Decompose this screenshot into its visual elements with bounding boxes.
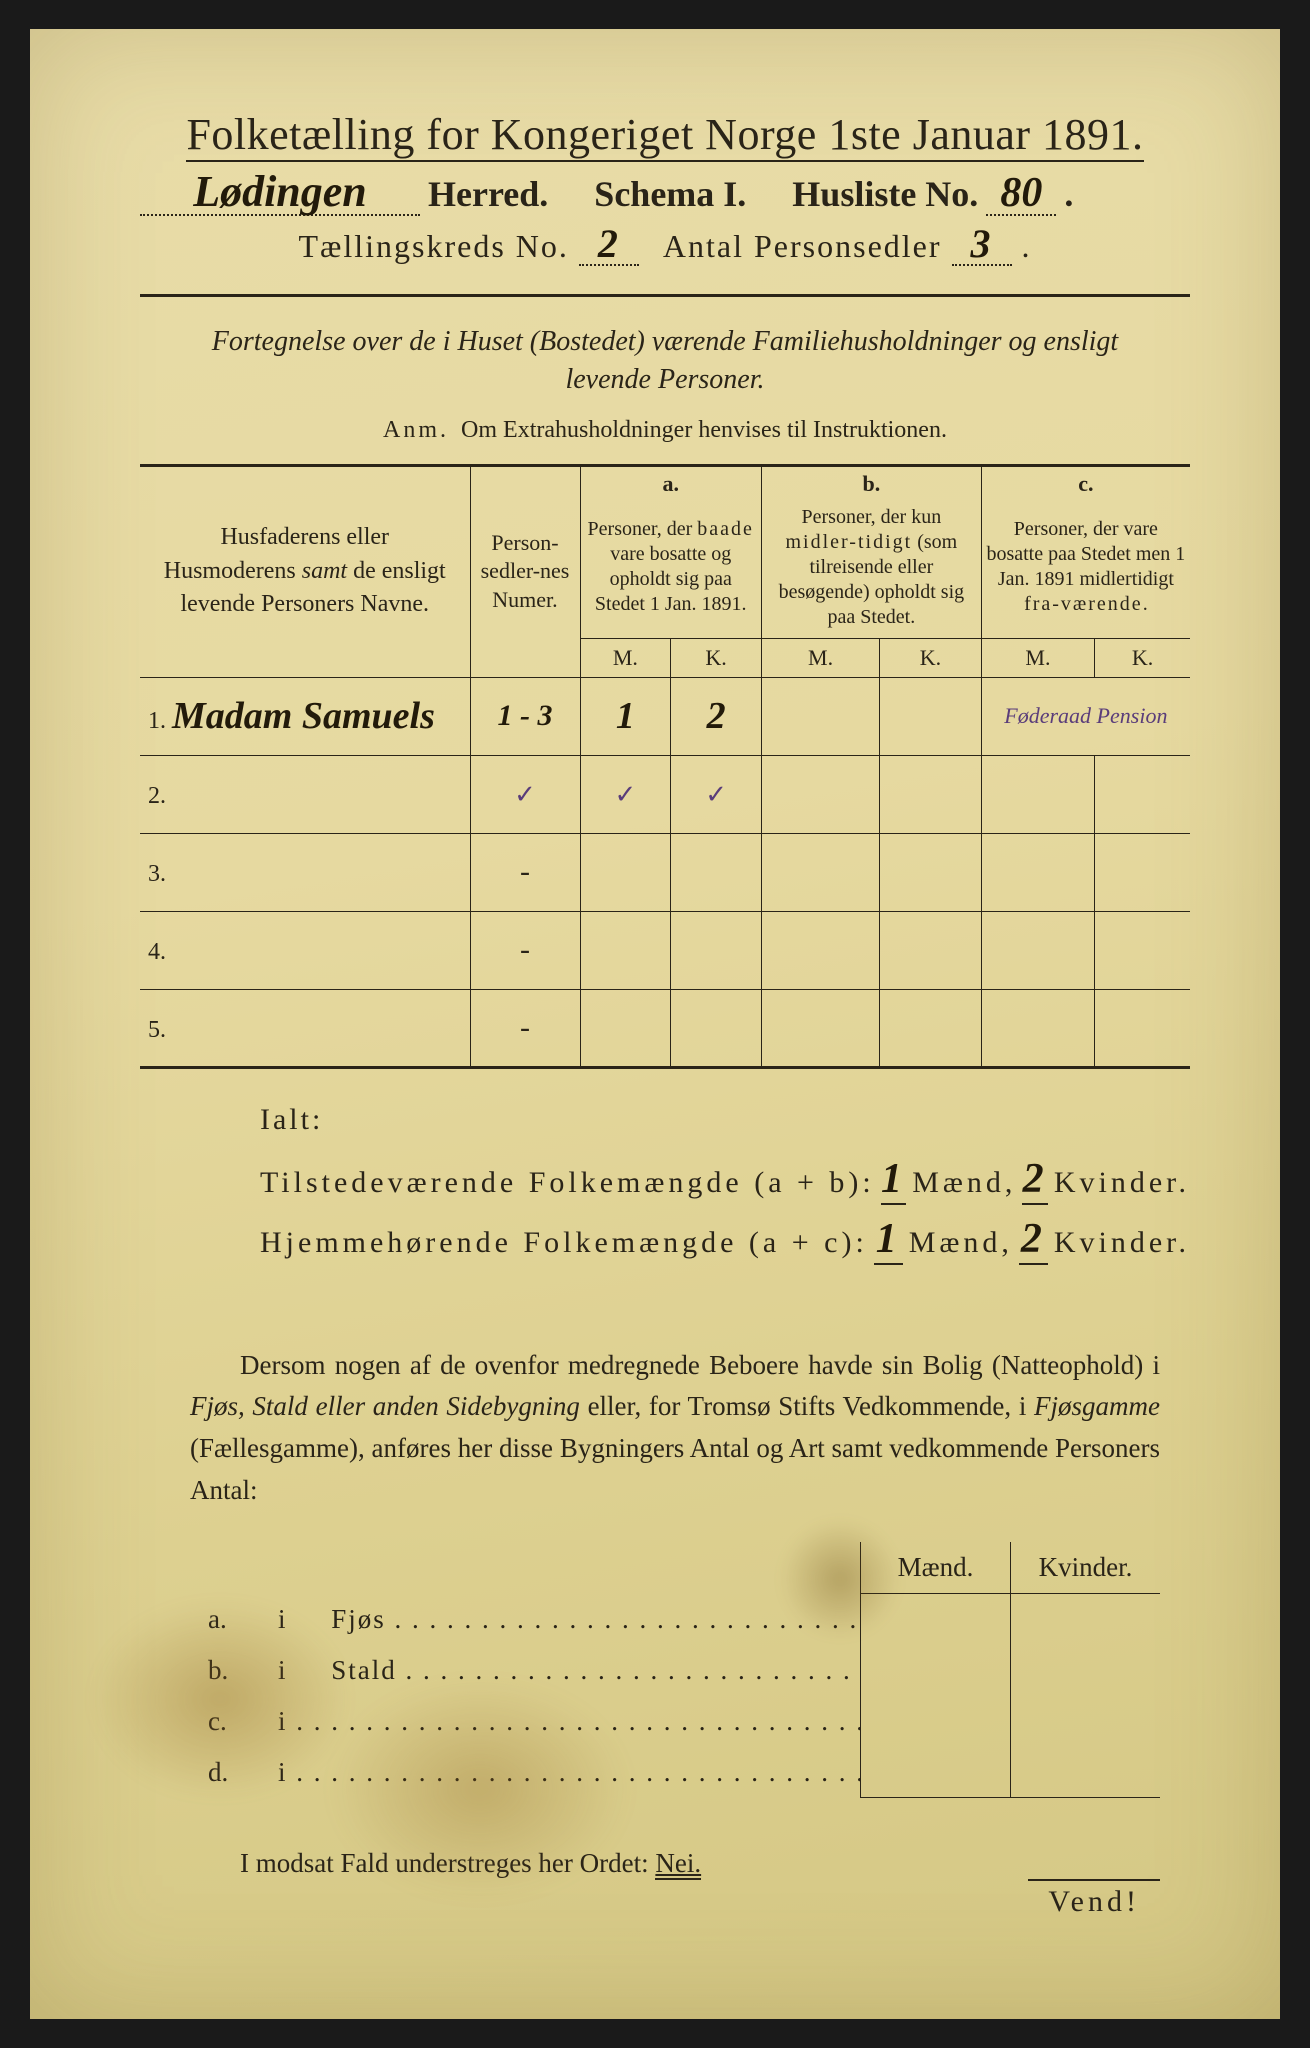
taellingskreds-label: Tællingskreds No. — [298, 228, 568, 264]
vend-label: Vend! — [1028, 1879, 1160, 1919]
table-row: 5. - — [140, 989, 1190, 1067]
nei-word: Nei. — [655, 1848, 701, 1880]
col-kvinder: Kvinder. — [1010, 1542, 1160, 1594]
antal-label: Antal Personsedler — [663, 228, 942, 264]
col-a-label: a. — [580, 465, 761, 501]
col-name-header: Husfaderens eller Husmoderens samt de en… — [140, 465, 470, 677]
anm-note: Anm. Om Extrahusholdninger henvises til … — [140, 417, 1190, 444]
col-a-k: K. — [671, 638, 762, 677]
col-b-label: b. — [761, 465, 981, 501]
hjemme-row: Hjemmehørende Folkemængde (a + c): 1 Mæn… — [260, 1215, 1190, 1265]
husliste-no: 80 — [986, 172, 1056, 216]
col-a-text: Personer, der baade vare bosatte og opho… — [580, 501, 761, 639]
herred-label: Herred. — [428, 173, 548, 215]
taellingskreds-no: 2 — [579, 224, 639, 266]
totals-block: Ialt: Tilstedeværende Folkemængde (a + b… — [260, 1103, 1190, 1265]
table-row: 2. ✓ ✓ ✓ — [140, 755, 1190, 833]
paper-stain — [330, 1679, 630, 1899]
ialt-label: Ialt: — [260, 1103, 1190, 1137]
page-title: Folketælling for Kongeriget Norge 1ste J… — [140, 109, 1190, 160]
dersom-paragraph: Dersom nogen af de ovenfor medregnede Be… — [190, 1345, 1160, 1512]
col-c-text: Personer, der vare bosatte paa Stedet me… — [981, 501, 1190, 639]
header-line-2: Tællingskreds No. 2 Antal Personsedler 3… — [140, 224, 1190, 266]
row1-note: Føderaad Pension — [1004, 703, 1167, 728]
antal-no: 3 — [952, 224, 1012, 266]
table-row: 4. - — [140, 911, 1190, 989]
col-a-m: M. — [580, 638, 671, 677]
divider — [140, 294, 1190, 297]
col-c-m: M. — [981, 638, 1094, 677]
table-row: 1.Madam Samuels 1 - 3 1 2 Føderaad Pensi… — [140, 677, 1190, 755]
col-b-k: K. — [880, 638, 982, 677]
paper-stain — [90, 1599, 350, 1799]
paper-stain — [780, 1519, 900, 1639]
tilstede-row: Tilstedeværende Folkemængde (a + b): 1 M… — [260, 1155, 1190, 1205]
header-line-1: Lødingen Herred. Schema I. Husliste No. … — [140, 170, 1190, 216]
schema-label: Schema I. — [594, 173, 746, 215]
col-b-text: Personer, der kun midler-tidigt (som til… — [761, 501, 981, 639]
husliste-label: Husliste No. — [792, 173, 978, 215]
census-form-page: Folketælling for Kongeriget Norge 1ste J… — [30, 29, 1280, 2019]
col-b-m: M. — [761, 638, 879, 677]
col-c-k: K. — [1095, 638, 1190, 677]
census-table: Husfaderens eller Husmoderens samt de en… — [140, 464, 1190, 1069]
col-numer-header: Person-sedler-nes Numer. — [470, 465, 580, 677]
table-row: 3. - — [140, 833, 1190, 911]
row1-name: Madam Samuels — [172, 695, 435, 737]
col-c-label: c. — [981, 465, 1190, 501]
form-subtitle: Fortegnelse over de i Huset (Bostedet) v… — [180, 323, 1150, 399]
herred-handwritten: Lødingen — [140, 170, 420, 216]
